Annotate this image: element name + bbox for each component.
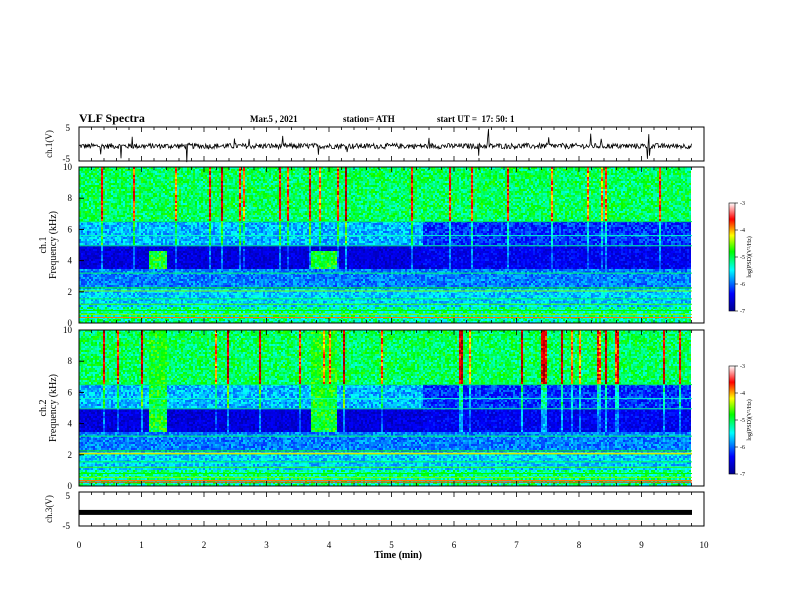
xtick-label: 7 [514,540,519,550]
colorbar-tick-label: -7 [740,472,745,478]
ch1-colorbar-label: log(PSD)(V²/Hz) [746,236,753,277]
ch1-waveform-panel: 5 -5 ch.1(V) [44,123,704,164]
colorbar-tick-label: -4 [740,228,745,234]
ch3-ytick-top: 5 [66,491,71,501]
ch1-spectrogram-image [79,167,704,323]
colorbar-tick-label: -7 [740,309,745,315]
x-axis-ticks: 0 1 2 3 4 5 6 7 8 9 10 [77,540,709,550]
ytick-label: 6 [68,387,73,397]
xtick-label: 3 [264,540,269,550]
ytick-label: 0 [68,481,73,491]
ch2-colorbar-label: log(PSD)(V²/Hz) [746,399,753,440]
ch1-ylabel: ch.1(V) [44,130,54,158]
ytick-label: 2 [68,287,73,297]
xtick-label: 8 [577,540,582,550]
xtick-label: 9 [639,540,644,550]
ch3-waveform-frame [79,492,704,526]
colorbar-tick-label: -4 [740,391,745,397]
colorbar-tick-label: -3 [740,364,745,370]
ch3-waveform-panel: 5 -5 ch.3(V) [44,491,704,531]
ytick-label: 10 [63,162,73,172]
colorbar-tick-label: -6 [740,445,745,451]
xtick-label: 6 [452,540,457,550]
ch2-spectrogram-image [79,330,704,486]
xtick-label: 10 [700,540,710,550]
ch2-colorbar-gradient [729,366,735,474]
colorbar-tick-label: -5 [740,255,745,261]
ch1-waveform-frame [79,127,704,161]
colorbar-tick-label: -3 [740,201,745,207]
ytick-label: 6 [68,224,73,234]
ytick-label: 4 [68,256,73,266]
ch2-colorbar: -3 -4 -5 -6 -7 log(PSD)(V²/Hz) [729,364,753,478]
colorbar-tick-label: -6 [740,282,745,288]
ch1-colorbar-gradient [729,203,735,311]
ch3-waveform-line [79,510,692,515]
ch1-colorbar: -3 -4 -5 -6 -7 log(PSD)(V²/Hz) [729,201,753,315]
x-axis-label: Time (min) [374,550,422,561]
ytick-label: 8 [68,193,73,203]
ch3-ylabel: ch.3(V) [44,495,54,523]
ch1-ylabel-frequency: Frequency (kHz) [48,211,59,279]
ytick-label: 4 [68,419,73,429]
ch1-ytick-top: 5 [66,123,71,133]
ch3-ytick-bottom: -5 [63,521,71,531]
xtick-label: 0 [77,540,82,550]
xtick-label: 5 [389,540,394,550]
ch2-ylabel-frequency: Frequency (kHz) [48,374,59,442]
ytick-label: 2 [68,450,73,460]
colorbar-tick-label: -5 [740,418,745,424]
xtick-label: 1 [139,540,144,550]
xtick-label: 4 [327,540,332,550]
ch1-colorbar-ticks: -3 -4 -5 -6 -7 [735,201,745,315]
ytick-label: 10 [63,325,73,335]
xtick-label: 2 [202,540,207,550]
ch2-colorbar-ticks: -3 -4 -5 -6 -7 [735,364,745,478]
ytick-label: 8 [68,356,73,366]
